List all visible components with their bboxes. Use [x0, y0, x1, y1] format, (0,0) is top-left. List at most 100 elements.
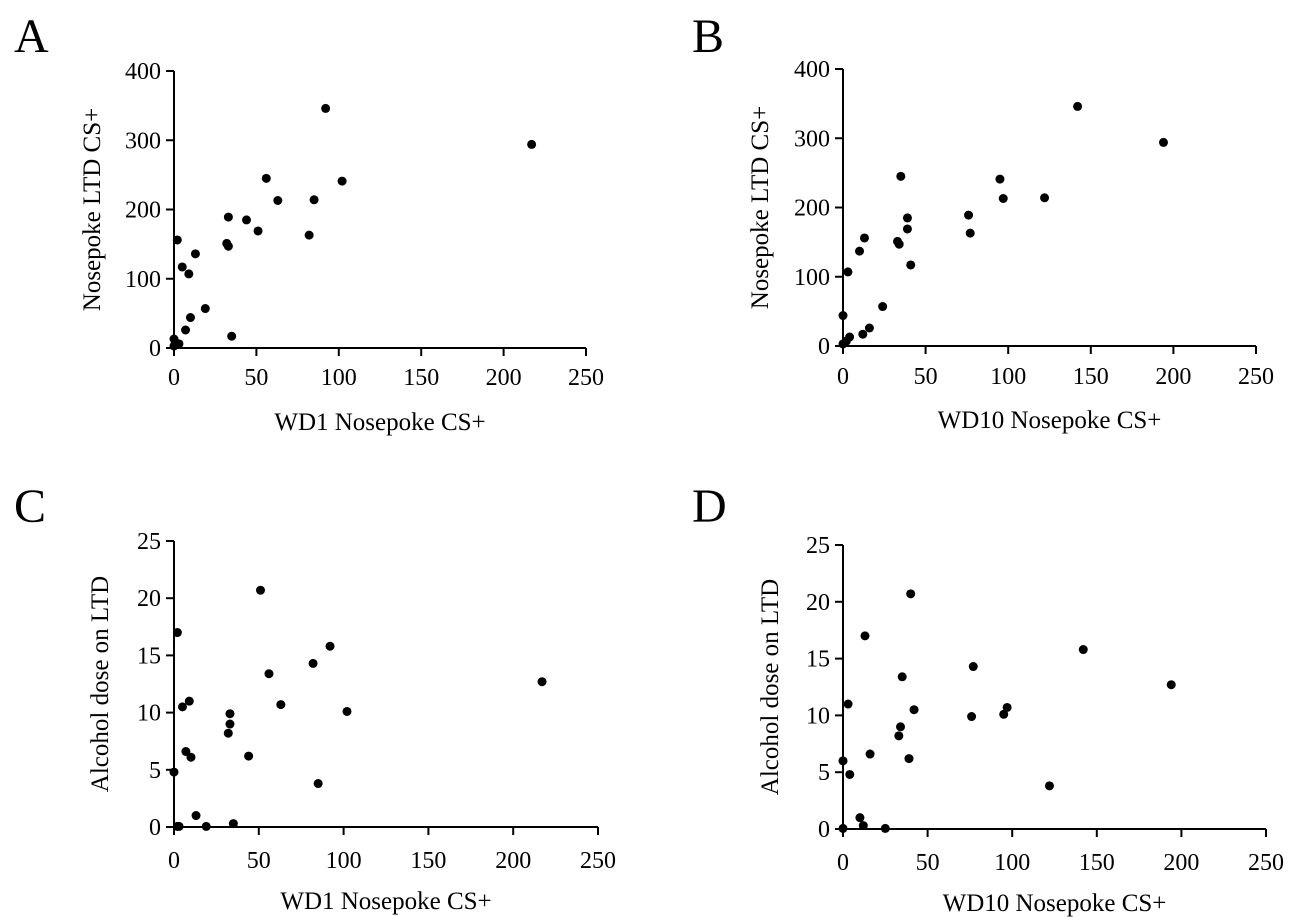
data-point	[253, 226, 263, 236]
data-point	[228, 819, 238, 829]
y-axis-title: Alcohol dose on LTD	[87, 576, 114, 792]
y-tick-label: 400	[125, 59, 161, 85]
x-tick-label: 250	[568, 365, 604, 391]
data-point	[225, 709, 235, 719]
data-point	[855, 246, 865, 256]
data-point	[184, 269, 194, 279]
scatter-panel-a: A 0 50 100 150 200 250 0 100 200 300 400 WD1 Nosepok…	[14, 10, 604, 436]
y-tick-label: 25	[806, 533, 830, 559]
scatter-panel-b: B 0 50 100 150 200 250 0 100 200 300 400 WD10 Nosepo…	[692, 10, 1274, 434]
y-axis-title: Nosepoke LTD CS+	[79, 108, 106, 311]
data-point	[965, 228, 975, 238]
x-tick-label: 150	[410, 848, 446, 874]
x-tick-label: 250	[1238, 364, 1274, 390]
data-point	[894, 731, 904, 741]
data-point	[838, 823, 848, 833]
x-tick-label: 0	[168, 848, 180, 874]
data-point	[906, 260, 916, 270]
x-tick-label: 100	[994, 850, 1030, 876]
data-point	[909, 705, 919, 715]
data-point	[845, 332, 855, 342]
data-point	[190, 249, 200, 259]
data-point	[201, 821, 211, 831]
data-point	[968, 662, 978, 672]
data-point	[858, 329, 868, 339]
y-axis-title: Nosepoke LTD CS+	[747, 106, 774, 309]
scatter-panel-c: C 0 50 100 150 200 250 0 5 10 15 20 25 WD1 Nosepoke C…	[14, 480, 616, 915]
data-point	[174, 339, 184, 349]
data-point	[261, 173, 271, 183]
data-point	[878, 302, 888, 312]
x-axis-title: WD1 Nosepoke CS+	[280, 888, 491, 915]
data-point	[264, 669, 274, 679]
data-point	[1040, 193, 1050, 203]
data-point	[859, 233, 869, 243]
data-point	[304, 230, 314, 240]
y-tick-label: 400	[794, 57, 830, 83]
data-point	[860, 631, 870, 641]
x-tick-label: 100	[990, 364, 1026, 390]
panel-letter-c: C	[14, 480, 46, 533]
data-point	[838, 756, 848, 766]
data-point	[172, 235, 182, 245]
data-point	[1002, 702, 1012, 712]
data-point	[313, 779, 323, 789]
y-tick-label: 10	[806, 703, 830, 729]
y-tick-label: 5	[149, 758, 161, 784]
y-tick-label: 15	[806, 647, 830, 673]
y-tick-label: 300	[125, 128, 161, 154]
data-point	[255, 585, 265, 595]
panel-letter-b: B	[692, 10, 724, 63]
data-point	[998, 193, 1008, 203]
data-point	[177, 702, 187, 712]
data-point	[537, 677, 547, 687]
y-tick-label: 200	[794, 196, 830, 222]
panel-letter-a: A	[14, 10, 49, 63]
data-point	[995, 174, 1005, 184]
data-point	[845, 769, 855, 779]
y-tick-label: 100	[794, 265, 830, 291]
scatter-panel-d: D 0 50 100 150 200 250 0 5 10 15 20 25 WD10 Nosepoke …	[692, 480, 1284, 917]
data-point	[967, 712, 977, 722]
data-point	[1158, 137, 1168, 147]
x-tick-label: 50	[916, 850, 940, 876]
x-tick-label: 0	[837, 850, 849, 876]
data-point	[858, 821, 868, 831]
y-tick-label: 20	[137, 586, 161, 612]
data-point	[223, 241, 233, 251]
data-point	[342, 706, 352, 716]
x-tick-label: 250	[580, 848, 616, 874]
data-point	[225, 719, 235, 729]
x-tick-label: 50	[244, 365, 268, 391]
data-point	[855, 813, 865, 823]
data-point	[181, 325, 191, 335]
data-point	[1044, 781, 1054, 791]
data-point	[223, 212, 233, 222]
data-point	[906, 589, 916, 599]
x-tick-label: 200	[486, 365, 522, 391]
data-point	[902, 213, 912, 223]
y-tick-label: 0	[818, 334, 830, 360]
y-axis-title: Alcohol dose on LTD	[757, 579, 784, 795]
x-tick-label: 100	[326, 848, 362, 874]
data-point	[843, 267, 853, 277]
y-tick-label: 0	[818, 817, 830, 843]
x-axis-title: WD10 Nosepoke CS+	[943, 890, 1167, 917]
data-point	[896, 171, 906, 181]
data-point	[894, 239, 904, 249]
data-point	[964, 210, 974, 220]
data-point	[527, 139, 537, 149]
data-point	[843, 699, 853, 709]
data-point	[184, 696, 194, 706]
panel-letter-d: D	[692, 480, 727, 533]
x-tick-label: 100	[321, 365, 357, 391]
data-point	[838, 311, 848, 321]
data-point	[185, 313, 195, 323]
data-point	[325, 641, 335, 651]
data-point	[865, 749, 875, 759]
data-point	[191, 811, 201, 821]
data-point	[242, 215, 252, 225]
x-tick-label: 150	[403, 365, 439, 391]
x-tick-label: 0	[837, 364, 849, 390]
